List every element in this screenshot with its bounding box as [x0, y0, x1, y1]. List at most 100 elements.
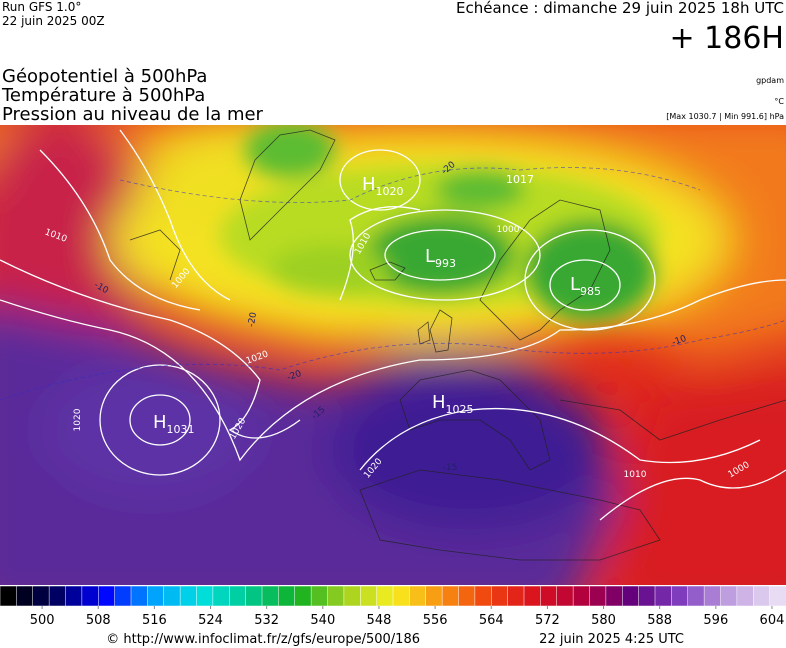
center-value: 1025 — [446, 403, 474, 416]
colorbar-cell — [98, 585, 116, 607]
colorbar-cell — [638, 585, 656, 607]
colorbar-cell — [294, 585, 312, 607]
colorbar-cell — [130, 585, 149, 607]
colorbar-cell — [81, 585, 99, 607]
center-kind: L — [425, 246, 435, 267]
colorbar-cell — [65, 585, 83, 607]
colorbar-cell — [589, 585, 607, 607]
pressure-center: H1020 — [362, 174, 404, 198]
contour-label: 1010 — [624, 470, 647, 480]
contour-label: 1017 — [506, 173, 534, 186]
colorbar-cell — [327, 585, 345, 607]
colorbar-cell — [376, 585, 394, 607]
colorbar-cell — [16, 585, 34, 607]
colorbar-cell — [278, 585, 296, 607]
colorbar-cell — [441, 585, 460, 607]
colorbar-cell — [622, 585, 640, 607]
unit: gpdam — [756, 76, 784, 85]
colorbar-cell — [507, 585, 525, 607]
legend-line: Température à 500hPa — [1, 85, 205, 106]
field — [220, 125, 660, 320]
contour-label: -20 — [286, 369, 303, 384]
colorbar-cell — [229, 585, 247, 607]
colorbar-label: 540 — [310, 613, 335, 628]
isotherm — [0, 167, 786, 401]
center-value: 993 — [435, 257, 456, 270]
colorbar-cell — [310, 585, 329, 607]
colorbar-cell — [179, 585, 198, 607]
colorbar-label: 500 — [30, 613, 55, 628]
colorbar-cell — [720, 585, 738, 607]
colorbar-cell — [196, 585, 214, 607]
colorbar-label: 532 — [254, 613, 279, 628]
colorbar-cell — [114, 585, 132, 607]
isobar — [0, 129, 786, 521]
colorbar-cell — [32, 585, 50, 607]
center-kind: H — [362, 174, 376, 195]
colorbar-label: 524 — [198, 613, 223, 628]
colorbar-cell — [425, 585, 443, 607]
colorbar-cell — [671, 585, 689, 607]
center-value: 1020 — [376, 185, 404, 198]
colorbar-label: 508 — [86, 613, 111, 628]
colorbar-cell — [736, 585, 754, 607]
colorbar-cell — [654, 585, 673, 607]
colorbar-cell — [163, 585, 181, 607]
contour-label: -10 — [671, 334, 688, 349]
colorbar-cell — [409, 585, 427, 607]
colorbar-cell — [360, 585, 378, 607]
contour-label: -20 — [247, 311, 259, 327]
colorbar-cell — [523, 585, 542, 607]
pressure-center: H1025 — [432, 392, 474, 416]
colorbar-label: 548 — [367, 613, 392, 628]
unit: °C — [774, 97, 784, 106]
colorbar-label: 572 — [535, 613, 560, 628]
colorbar-label: 516 — [142, 613, 167, 628]
colorbar-cell — [703, 585, 722, 607]
pressure-center: L985 — [570, 274, 601, 298]
colorbar-cell — [687, 585, 705, 607]
colorbar-cell — [556, 585, 574, 607]
colorbar-cell — [212, 585, 230, 607]
echeance: Echéance : dimanche 29 juin 2025 18h UTC — [456, 0, 784, 17]
footer-date: 22 juin 2025 4:25 UTC — [539, 632, 684, 647]
colorbar-label: 580 — [591, 613, 616, 628]
colorbar-cell — [474, 585, 492, 607]
colorbar-cell — [245, 585, 263, 607]
pressure-range: [Max 1030.7 | Min 991.6] hPa — [666, 112, 784, 121]
colorbar-label: 596 — [703, 613, 728, 628]
colorbar-cell — [343, 585, 361, 607]
legend-line: Géopotentiel à 500hPa — [2, 66, 207, 87]
center-kind: H — [432, 392, 446, 413]
colorbar-cell — [769, 585, 786, 607]
colorbar-cell — [491, 585, 509, 607]
center-value: 985 — [580, 285, 601, 298]
colorbar-label: 564 — [479, 613, 504, 628]
run-date: 22 juin 2025 00Z — [2, 14, 105, 28]
colorbar-cell — [605, 585, 623, 607]
colorbar-cell — [392, 585, 411, 607]
colorbar-cell — [261, 585, 280, 607]
colorbar-cell — [48, 585, 67, 607]
colorbar-cell — [540, 585, 558, 607]
colorbar-cell — [753, 585, 771, 607]
colorbar-cell — [458, 585, 476, 607]
colorbar-cell — [572, 585, 591, 607]
lead-time: + 186H — [670, 21, 785, 56]
center-kind: H — [153, 412, 167, 433]
contour-label: 1000 — [497, 225, 520, 235]
coastline — [129, 129, 786, 561]
run: Run GFS 1.0° — [2, 0, 81, 14]
contour-label: 1020 — [73, 408, 83, 431]
pressure-center: L993 — [425, 246, 456, 270]
center-value: 1031 — [167, 423, 195, 436]
colorbar-label: 556 — [423, 613, 448, 628]
colorbar-cell — [147, 585, 165, 607]
legend-line: Pression au niveau de la mer — [2, 104, 264, 125]
colorbar-label: 588 — [647, 613, 672, 628]
contour-label: -15 — [443, 463, 458, 473]
colorbar-label: 604 — [760, 613, 785, 628]
colorbar-cell — [0, 585, 18, 607]
pressure-center: H1031 — [153, 412, 195, 436]
